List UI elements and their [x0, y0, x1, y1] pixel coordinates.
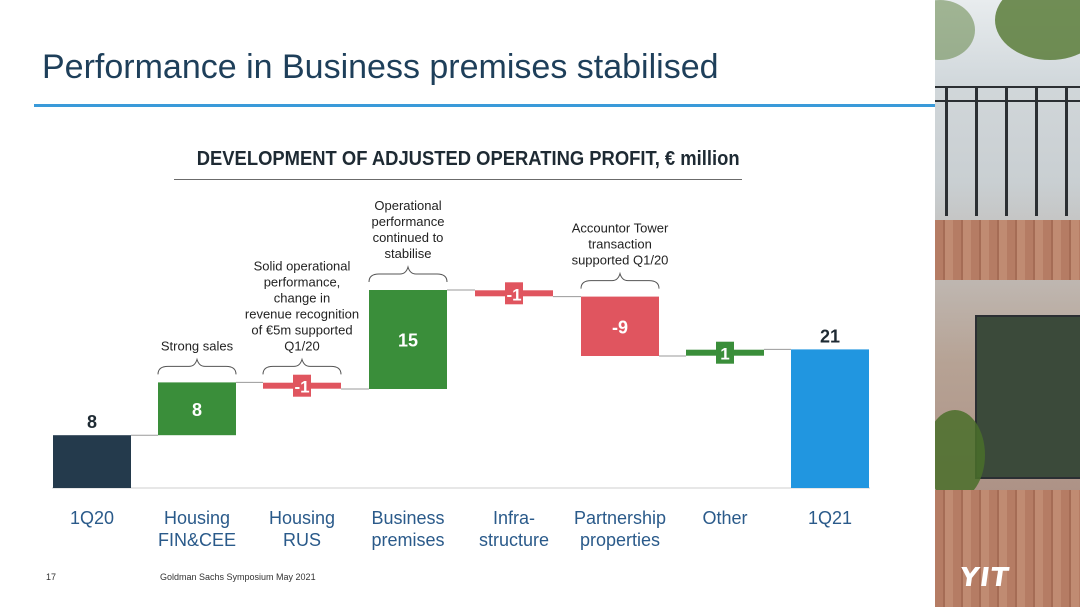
- annotation-text-3-1: transaction: [588, 237, 652, 252]
- bar-label-box-6: [716, 341, 734, 364]
- annotation-text-1-0: Solid operational: [254, 258, 351, 273]
- slide-title: Performance in Business premises stabili…: [42, 48, 719, 86]
- tick-label-1-0: Housing: [164, 508, 230, 528]
- bar-0: [53, 435, 131, 488]
- tick-label-6-0: Other: [702, 508, 747, 528]
- tick-label-2-0: Housing: [269, 508, 335, 528]
- bar-5: [581, 296, 659, 356]
- annotation-text-3-0: Accountor Tower: [572, 221, 669, 236]
- data-label-4: -1: [506, 285, 521, 304]
- data-label-3: 15: [398, 331, 418, 351]
- annotation-brace-2: [368, 265, 448, 283]
- tick-label-5-1: properties: [580, 530, 660, 550]
- bar-7: [791, 349, 869, 488]
- annotation-text-2-2: continued to: [373, 230, 444, 245]
- annotation-text-1-4: of €5m supported: [251, 322, 352, 337]
- page-number: 17: [46, 572, 57, 582]
- chart-title: DEVELOPMENT OF ADJUSTED OPERATING PROFIT…: [196, 148, 740, 170]
- bar-label-box-4: [505, 282, 523, 305]
- tick-label-3-1: premises: [371, 530, 444, 550]
- tick-label-2-1: RUS: [283, 530, 321, 550]
- building-photo: [935, 0, 1080, 607]
- data-label-1: 8: [192, 400, 202, 420]
- tick-label-4-0: Infra-: [493, 508, 535, 528]
- annotation-text-0-0: Strong sales: [161, 338, 234, 353]
- annotation-text-2-0: Operational: [374, 198, 441, 213]
- bar-1: [158, 382, 236, 436]
- annotation-text-1-2: change in: [274, 290, 330, 305]
- bar-label-box-2: [293, 374, 311, 397]
- data-label-5: -9: [612, 317, 628, 337]
- annotation-text-2-1: performance: [372, 214, 445, 229]
- data-label-6: 1: [720, 345, 729, 364]
- annotation-text-2-3: stabilise: [385, 246, 432, 261]
- tick-label-4-1: structure: [479, 530, 549, 550]
- annotation-text-1-5: Q1/20: [284, 338, 319, 353]
- data-label-7: 21: [820, 326, 840, 346]
- tick-label-5-0: Partnership: [574, 508, 666, 528]
- annotation-brace-0: [157, 357, 237, 375]
- chart-title-underline: [174, 179, 742, 180]
- annotation-text-3-2: supported Q1/20: [572, 253, 669, 268]
- annotation-text-1-1: performance,: [264, 274, 341, 289]
- data-label-2: -1: [294, 378, 309, 397]
- tick-label-7-0: 1Q21: [808, 508, 852, 528]
- tick-label-3-0: Business: [371, 508, 444, 528]
- tick-label-0-0: 1Q20: [70, 508, 114, 528]
- annotation-brace-3: [580, 271, 660, 289]
- annotation-brace-1: [262, 357, 342, 375]
- footer-text: Goldman Sachs Symposium May 2021: [160, 572, 316, 582]
- yit-logo: YIT: [957, 563, 1012, 593]
- title-divider: [34, 104, 1046, 107]
- annotation-text-1-3: revenue recognition: [245, 306, 359, 321]
- data-label-0: 8: [87, 412, 97, 432]
- bar-3: [369, 290, 447, 389]
- tick-label-1-1: FIN&CEE: [158, 530, 236, 550]
